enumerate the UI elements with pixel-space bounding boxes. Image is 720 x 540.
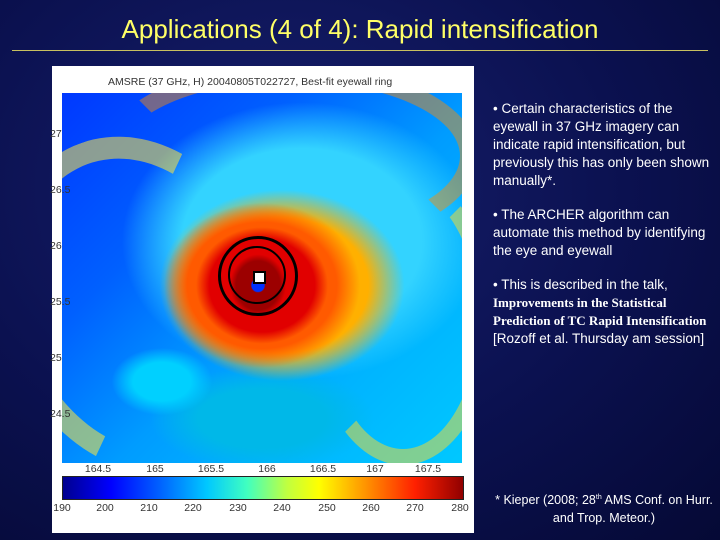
- y-tick: 24.5: [50, 408, 71, 420]
- colorbar-tick: 200: [96, 502, 114, 514]
- footnote: * Kieper (2008; 28th AMS Conf. on Hurr. …: [490, 489, 718, 527]
- y-tick: 27: [50, 128, 62, 140]
- colorbar-tick: 280: [451, 502, 469, 514]
- microwave-image: [62, 93, 462, 463]
- colorbar-tick: 270: [406, 502, 424, 514]
- y-tick: 26: [50, 240, 62, 252]
- talk-title: Improvements in the Statistical Predicti…: [493, 295, 707, 328]
- colorbar-tick: 190: [53, 502, 71, 514]
- footnote-ordinal: th: [595, 494, 602, 501]
- x-tick: 167: [366, 463, 384, 475]
- x-tick: 165: [146, 463, 164, 475]
- colorbar-tick: 240: [273, 502, 291, 514]
- eyewall-ring-inner: [228, 246, 286, 304]
- figure-title: AMSRE (37 GHz, H) 20040805T022727, Best-…: [108, 76, 393, 88]
- colorbar-tick: 260: [362, 502, 380, 514]
- colorbar-tick: 220: [184, 502, 202, 514]
- eye-center-marker: [253, 271, 266, 284]
- eyewall-ring-outer: [218, 236, 298, 316]
- x-tick: 167.5: [414, 463, 442, 475]
- x-tick: 164.5: [84, 463, 112, 475]
- talk-session: [Rozoff et al. Thursday am session]: [493, 331, 705, 346]
- x-tick: 166.5: [309, 463, 337, 475]
- colorbar: [62, 476, 464, 500]
- bullet-archer-algorithm: • The ARCHER algorithm can automate this…: [493, 207, 706, 258]
- x-tick: 165.5: [197, 463, 225, 475]
- bullet-talk-reference: • This is described in the talk, Improve…: [493, 276, 715, 348]
- footnote-citation: * Kieper (2008; 28: [495, 493, 596, 508]
- bullet-list: • Certain characteristics of the eyewall…: [493, 100, 715, 364]
- y-tick: 25.5: [50, 296, 71, 308]
- rainband-north: [102, 93, 462, 249]
- x-tick: 166: [258, 463, 276, 475]
- colorbar-tick: 210: [140, 502, 158, 514]
- y-tick: 25: [50, 352, 62, 364]
- y-tick: 26.5: [50, 184, 71, 196]
- slide-title: Applications (4 of 4): Rapid intensifica…: [121, 14, 599, 44]
- satellite-figure: AMSRE (37 GHz, H) 20040805T022727, Best-…: [50, 66, 474, 533]
- talk-intro: • This is described in the talk,: [493, 277, 668, 292]
- colorbar-tick: 230: [229, 502, 247, 514]
- title-divider: [12, 50, 708, 51]
- bullet-rapid-intensification: • Certain characteristics of the eyewall…: [493, 101, 710, 188]
- footnote-conference: AMS Conf. on Hurr. and Trop. Meteor.): [552, 493, 713, 526]
- colorbar-tick: 250: [318, 502, 336, 514]
